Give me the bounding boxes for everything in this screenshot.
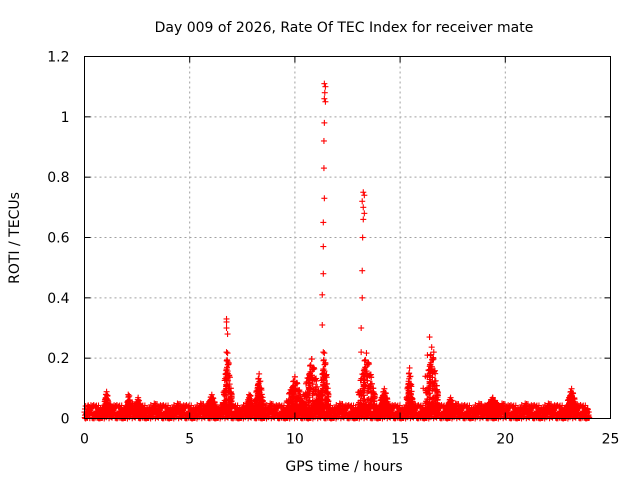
- y-tick-label: 1: [61, 110, 70, 126]
- chart-title: Day 009 of 2026, Rate Of TEC Index for r…: [155, 20, 534, 36]
- data-point: [118, 402, 125, 409]
- y-axis-label: ROTI / TECUs: [7, 192, 23, 284]
- y-tick-label: 0.6: [47, 231, 69, 247]
- data-point: [141, 402, 148, 409]
- x-tick-label: 15: [391, 432, 409, 448]
- data-point: [188, 402, 195, 409]
- x-tick-label: 0: [80, 432, 89, 448]
- data-point: [234, 402, 241, 409]
- data-point: [165, 402, 172, 409]
- y-tick-label: 0.8: [47, 170, 69, 186]
- y-tick-label: 1.2: [47, 50, 69, 66]
- y-tick-label: 0.2: [47, 351, 69, 367]
- x-tick-label: 5: [185, 432, 194, 448]
- y-tick-label: 0.4: [47, 291, 69, 307]
- grid-lines: [84, 56, 611, 419]
- y-tick-label: 0: [61, 412, 70, 428]
- x-tick-label: 20: [496, 432, 514, 448]
- data-points: [81, 80, 593, 422]
- x-axis-label: GPS time / hours: [285, 459, 402, 475]
- x-tick-label: 10: [286, 432, 304, 448]
- data-point: [95, 402, 102, 409]
- x-tick-label: 25: [602, 432, 620, 448]
